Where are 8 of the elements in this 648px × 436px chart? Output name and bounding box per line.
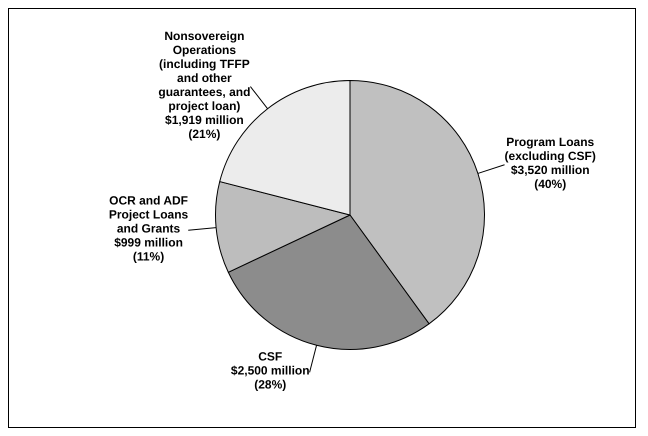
data-label: $2,500 million (28%) (230, 364, 310, 392)
slice-label: Program Loans (excluding CSF) (504, 135, 596, 164)
slice-label: Nonsovereign Operations (including TFFP and other guarantees, and project loan) (158, 28, 250, 113)
slice-label: CSF (258, 350, 282, 364)
slice-label: OCR and ADF Project Loans and Grants (108, 194, 189, 236)
data-label: $3,520 million (40%) (510, 163, 590, 192)
data-label: $999 million (11%) (114, 236, 183, 264)
data-label: $1,919 million (21%) (165, 112, 244, 141)
